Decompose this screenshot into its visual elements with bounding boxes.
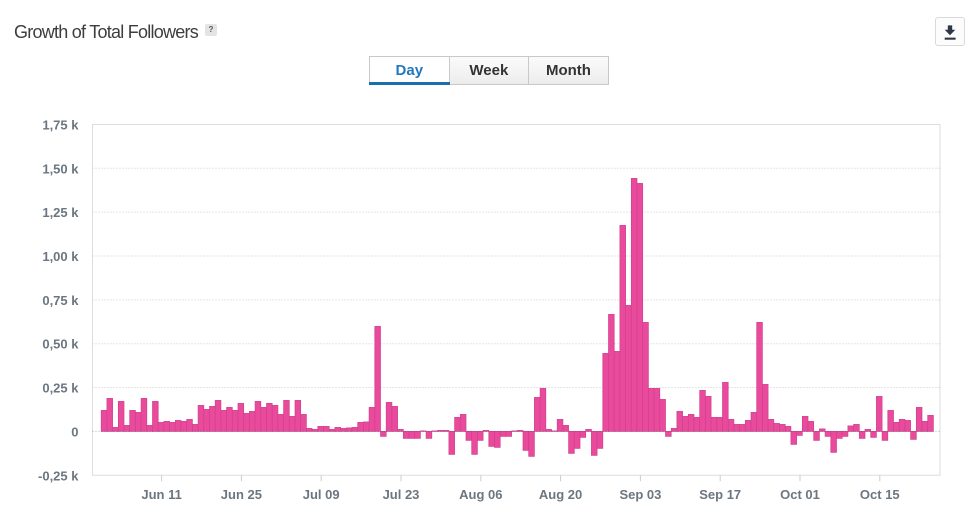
svg-text:Jun 11: Jun 11 (141, 487, 181, 502)
svg-text:0: 0 (71, 424, 78, 439)
svg-text:Aug 06: Aug 06 (459, 487, 502, 502)
svg-text:0,25 k: 0,25 k (42, 381, 79, 396)
svg-text:Jun 25: Jun 25 (221, 487, 262, 502)
svg-text:0,50 k: 0,50 k (42, 337, 79, 352)
svg-text:1,00 k: 1,00 k (42, 249, 79, 264)
svg-text:1,75 k: 1,75 k (42, 117, 79, 132)
svg-text:1,50 k: 1,50 k (42, 161, 79, 176)
svg-text:0,75 k: 0,75 k (42, 293, 79, 308)
svg-text:Jul 09: Jul 09 (303, 487, 340, 502)
svg-text:Sep 03: Sep 03 (619, 487, 661, 502)
svg-text:Aug 20: Aug 20 (539, 487, 582, 502)
svg-text:Oct 15: Oct 15 (860, 487, 900, 502)
svg-text:1,25 k: 1,25 k (42, 205, 79, 220)
svg-text:-0,25 k: -0,25 k (38, 468, 79, 483)
svg-text:Sep 17: Sep 17 (699, 487, 741, 502)
svg-text:Jul 23: Jul 23 (383, 487, 420, 502)
svg-text:Oct 01: Oct 01 (780, 487, 820, 502)
